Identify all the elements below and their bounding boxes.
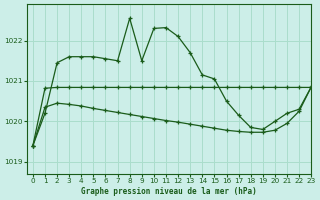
X-axis label: Graphe pression niveau de la mer (hPa): Graphe pression niveau de la mer (hPa) (81, 187, 257, 196)
